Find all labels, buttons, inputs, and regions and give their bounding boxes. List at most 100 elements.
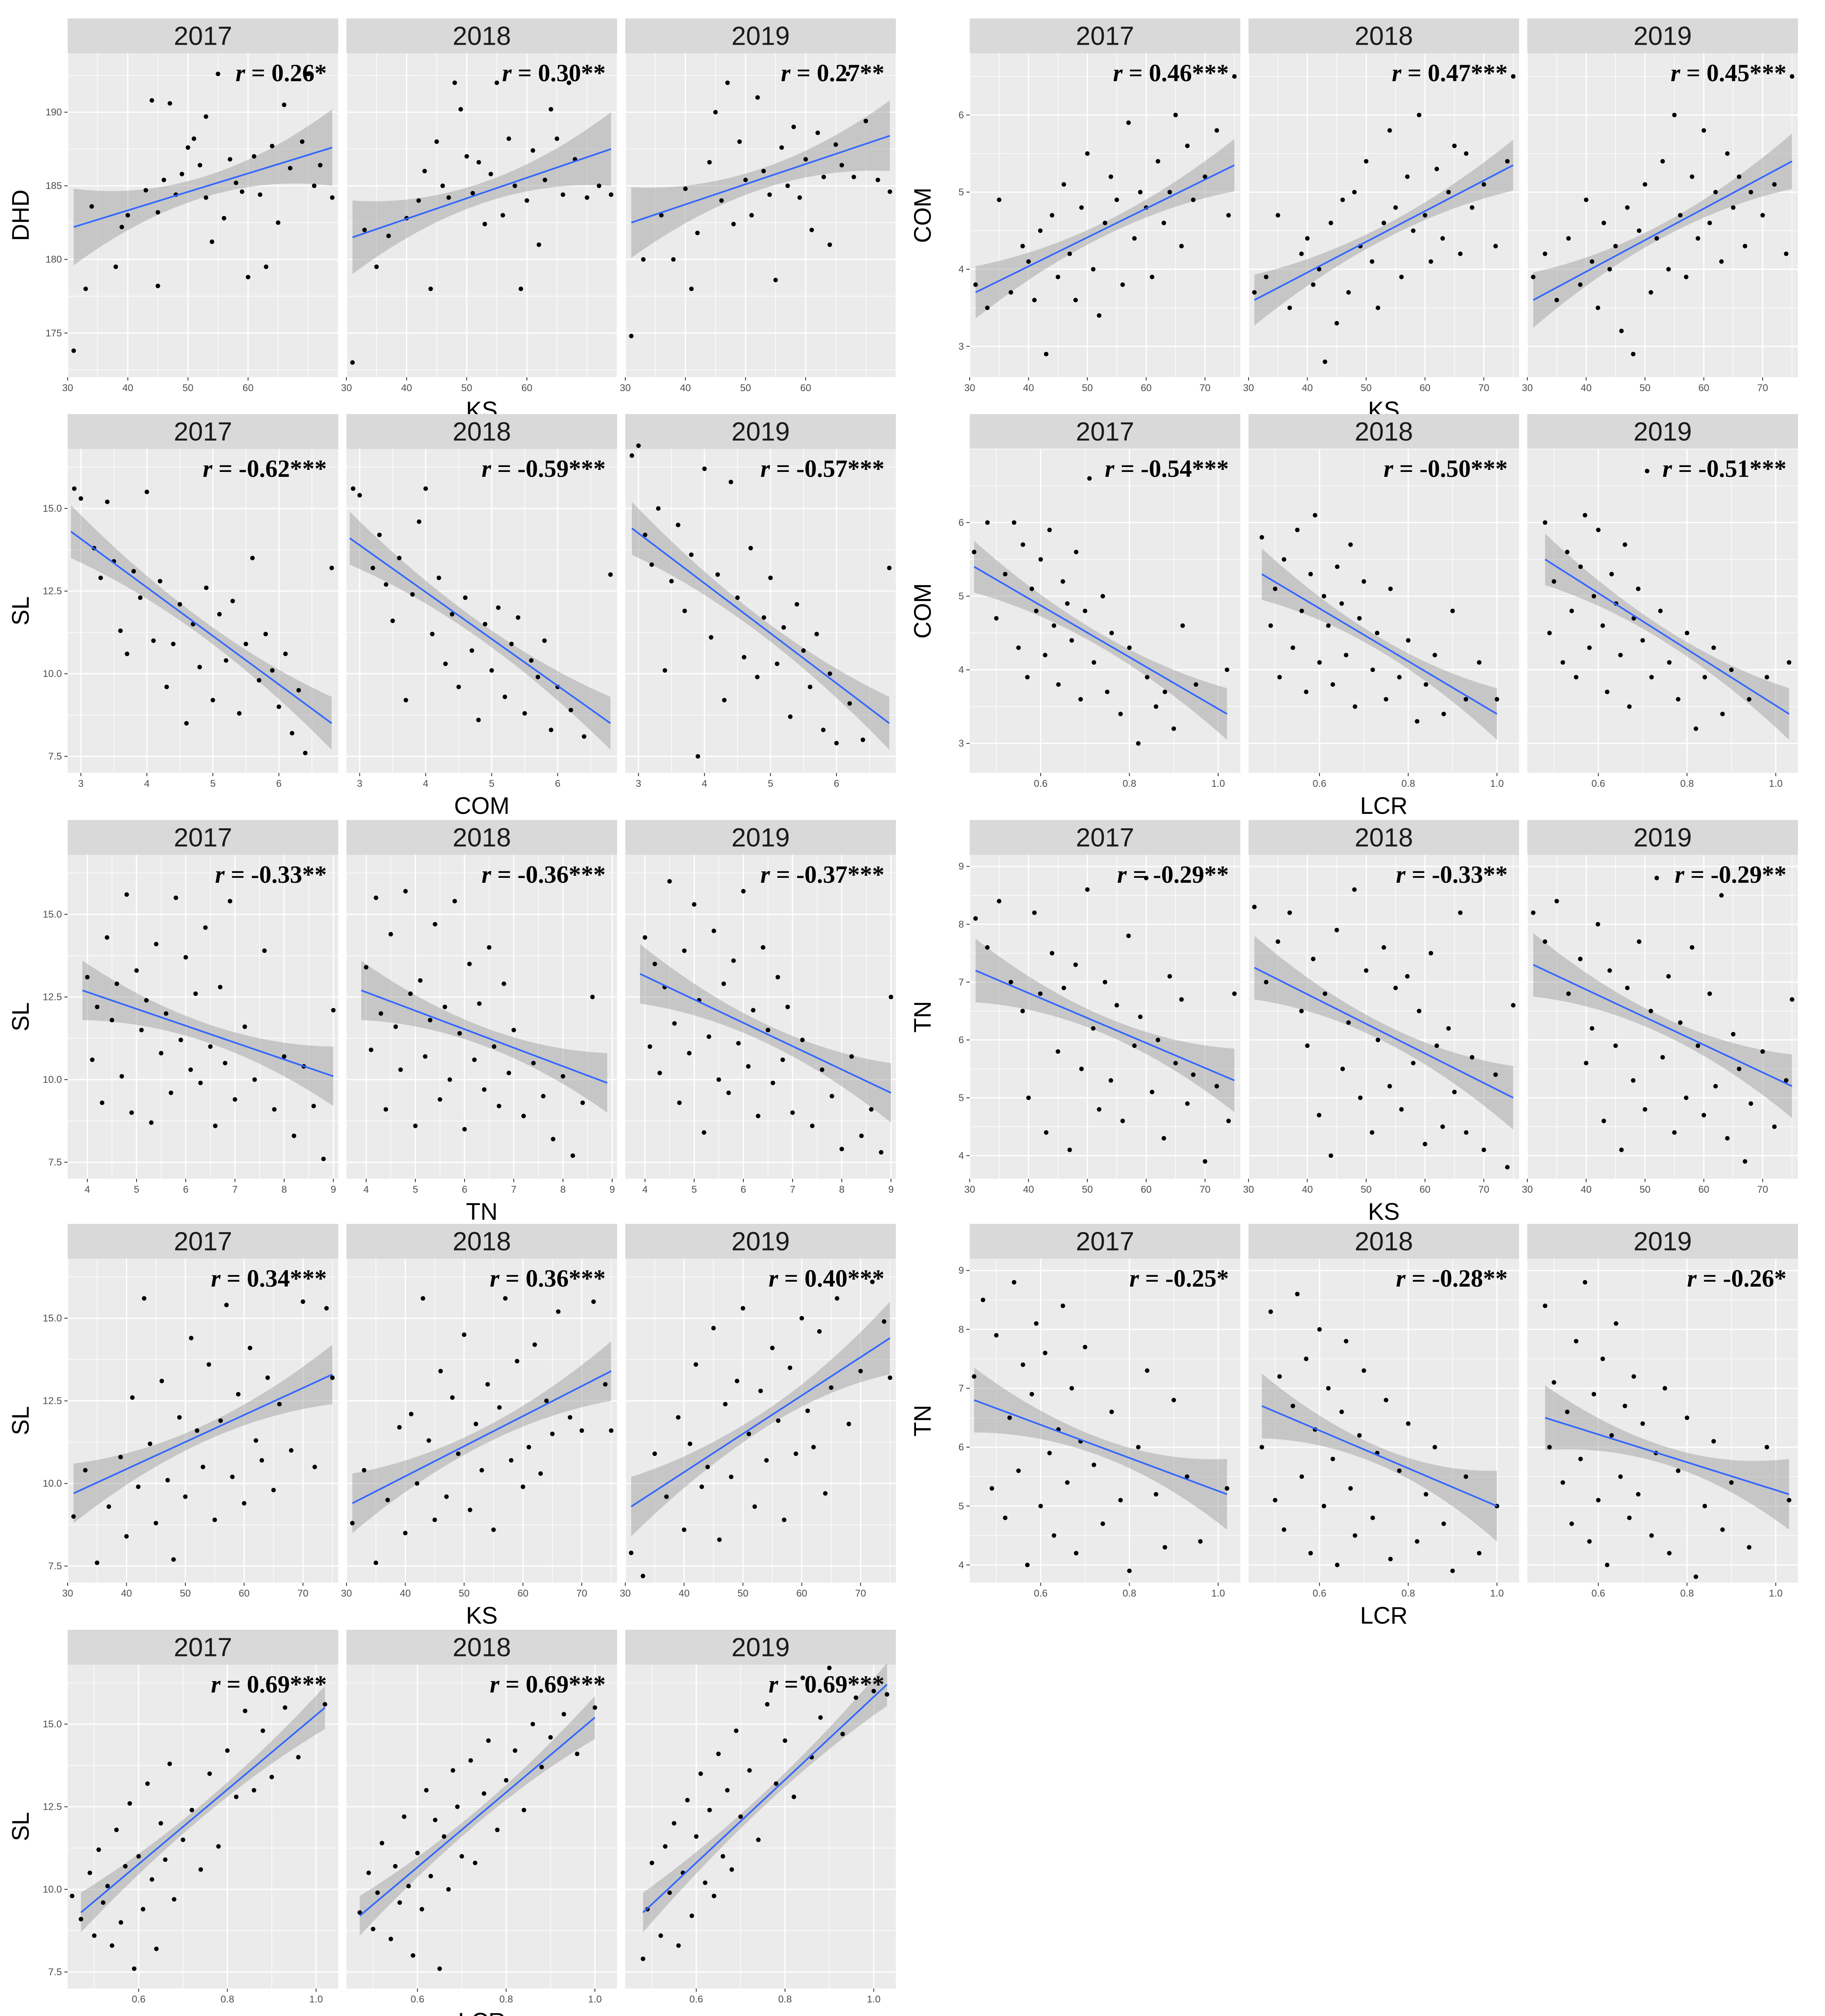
data-point [442,1834,447,1839]
x-tick-label: 5 [412,1184,418,1195]
x-tick-label: 30 [62,383,73,394]
data-point [134,968,139,973]
data-point [223,658,228,663]
data-point [1711,1439,1716,1444]
data-point [397,556,402,560]
data-point [1052,1533,1057,1538]
data-point [556,1309,561,1314]
facet-2018: 2018 r = 0.47*** 30 40 50 60 70 [1243,18,1519,394]
data-point [1613,1321,1618,1326]
data-point [71,1514,76,1519]
data-point [870,1279,875,1284]
data-point [1678,213,1683,218]
facet-strip [1249,1224,1519,1259]
data-point [554,136,559,141]
data-point [487,945,492,950]
data-point [1602,1118,1606,1123]
panel-sl-com: SL COM 2017 r = -0.62*** 3 4 5 6 7.5 10.0 12.5 15.0… [7,414,896,819]
data-point [486,1738,491,1743]
data-point [1091,1026,1096,1031]
data-point [1073,298,1078,303]
data-point [1429,259,1433,264]
data-point [640,1574,645,1579]
data-point [1073,962,1078,967]
data-point [1676,1468,1681,1473]
x-axis-title: COM [454,793,509,819]
data-point [463,595,468,600]
x-tick-label: 50 [1082,383,1093,394]
data-point [504,1778,509,1783]
plot-background [970,449,1240,773]
data-point [985,520,990,525]
x-tick-label: 70 [1200,1184,1211,1195]
regression-line [73,1374,333,1494]
data-point [1032,298,1037,303]
data-point [138,595,143,600]
data-point [403,889,408,894]
data-point [144,998,149,1003]
regression-line [349,538,611,724]
x-axis-title: LCR [1360,793,1408,819]
data-point [529,658,534,663]
data-point [136,1484,141,1489]
data-point [390,618,395,623]
data-point [689,1913,694,1918]
facet-strip-label: 2018 [1355,21,1413,51]
data-point [1334,321,1339,326]
data-point [1637,939,1642,944]
correlation-label: r = -0.37*** [760,861,884,888]
data-point [591,1299,596,1304]
data-point [672,1821,677,1826]
data-point [823,1491,828,1496]
data-point [1353,704,1358,709]
data-point [71,348,76,353]
data-point [83,287,88,292]
data-point [1097,313,1102,318]
y-tick-label: 4 [959,1560,964,1571]
data-point [997,899,1002,904]
data-point [144,188,148,193]
data-point [1707,991,1712,996]
data-point [859,1133,864,1138]
data-point [1531,274,1536,279]
facet-strip-label: 2019 [1634,417,1692,446]
data-point [189,1335,194,1340]
data-point [149,98,154,103]
y-axis-title: TN [909,1405,936,1436]
data-point [761,945,766,950]
correlation-label: r = 0.46*** [1113,59,1229,87]
data-point [1393,985,1398,990]
data-point [374,895,378,900]
plot-background [970,1259,1240,1583]
data-point [506,136,511,141]
data-point [1344,1339,1349,1344]
data-point [647,1044,652,1049]
data-point [518,287,523,292]
y-tick-label: 6 [959,1034,964,1046]
data-point [422,169,427,173]
data-point [1495,697,1499,702]
data-point [776,1418,781,1423]
data-point [1376,305,1381,310]
x-axis-title: TN [466,1198,497,1225]
data-point [388,932,393,936]
y-tick-label: 190 [46,107,62,118]
data-point [1554,298,1559,303]
x-tick-label: 60 [800,383,811,394]
x-tick-label: 70 [1479,1184,1490,1195]
data-point [1464,1130,1469,1135]
x-tick-label: 50 [1361,383,1372,394]
x-tick-label: 30 [341,1588,352,1599]
data-point [264,264,269,269]
y-tick-label: 8 [959,1324,964,1335]
data-point [972,549,977,554]
facet-strip-label: 2019 [731,1633,790,1662]
data-point [228,899,232,904]
data-point [821,727,826,732]
data-point [879,1150,884,1155]
data-point [443,661,448,666]
data-point [1171,726,1176,731]
facet-strip [625,18,896,53]
data-point [761,615,766,620]
data-point [1138,1014,1143,1019]
